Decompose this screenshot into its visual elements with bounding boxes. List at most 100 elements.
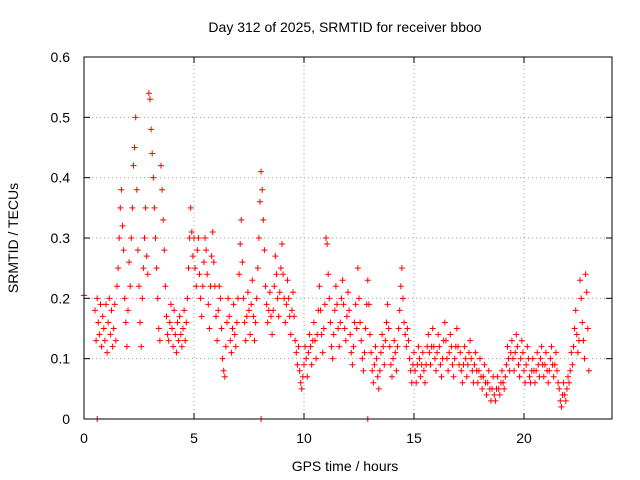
chart-title: Day 312 of 2025, SRMTID for receiver bbo… bbox=[208, 19, 481, 35]
data-point bbox=[368, 349, 375, 356]
data-point bbox=[484, 379, 491, 386]
data-point bbox=[153, 265, 160, 272]
data-point bbox=[101, 337, 108, 344]
data-point bbox=[353, 325, 360, 332]
data-point bbox=[405, 337, 412, 344]
data-point bbox=[435, 331, 442, 338]
data-point bbox=[463, 373, 470, 380]
data-point bbox=[132, 114, 139, 121]
data-point bbox=[137, 319, 144, 326]
data-point bbox=[323, 235, 329, 241]
data-point bbox=[233, 319, 240, 326]
data-point bbox=[523, 361, 530, 368]
data-point bbox=[375, 385, 382, 392]
data-point bbox=[515, 361, 522, 368]
data-point bbox=[481, 361, 488, 368]
data-point bbox=[585, 367, 592, 374]
data-point bbox=[404, 325, 411, 332]
data-point bbox=[446, 349, 453, 356]
data-point bbox=[532, 379, 538, 386]
data-point bbox=[106, 295, 113, 302]
data-point bbox=[169, 325, 175, 332]
data-point bbox=[467, 337, 474, 344]
data-point bbox=[343, 313, 350, 320]
data-point bbox=[148, 126, 155, 133]
data-point bbox=[166, 319, 173, 326]
data-point bbox=[529, 355, 536, 362]
data-point bbox=[123, 343, 130, 350]
data-point bbox=[543, 349, 549, 356]
data-point bbox=[444, 355, 450, 362]
data-point bbox=[382, 337, 389, 344]
data-point bbox=[434, 349, 441, 356]
data-point bbox=[415, 343, 422, 350]
data-point bbox=[546, 367, 553, 374]
data-point bbox=[121, 295, 128, 302]
data-point bbox=[494, 373, 501, 380]
y-tick-label: 0.4 bbox=[51, 170, 71, 186]
data-point bbox=[433, 367, 439, 374]
data-point bbox=[518, 337, 525, 344]
data-point bbox=[346, 307, 353, 314]
data-point bbox=[319, 349, 326, 356]
data-point bbox=[163, 313, 170, 320]
data-point bbox=[139, 295, 146, 302]
data-point bbox=[557, 397, 564, 404]
data-point bbox=[171, 307, 178, 314]
data-point bbox=[550, 373, 557, 380]
data-point bbox=[217, 295, 224, 302]
data-point bbox=[206, 325, 213, 332]
data-point bbox=[578, 295, 585, 302]
data-point bbox=[406, 355, 413, 362]
data-point bbox=[574, 349, 581, 356]
data-point bbox=[372, 343, 379, 350]
plot-frame bbox=[83, 56, 613, 420]
data-point bbox=[183, 319, 190, 326]
x-tick-label: 20 bbox=[516, 430, 532, 446]
data-point bbox=[397, 283, 404, 290]
data-point bbox=[254, 265, 261, 272]
data-point bbox=[307, 343, 314, 350]
data-point bbox=[453, 325, 460, 332]
data-point bbox=[230, 301, 237, 308]
data-point bbox=[225, 295, 232, 302]
data-point bbox=[560, 379, 567, 386]
x-axis-label: GPS time / hours bbox=[292, 458, 399, 474]
data-point bbox=[105, 319, 112, 326]
data-point bbox=[144, 271, 151, 278]
data-point bbox=[416, 355, 423, 362]
data-point bbox=[499, 367, 505, 374]
data-point bbox=[213, 313, 219, 320]
data-point bbox=[266, 289, 273, 296]
data-point bbox=[242, 337, 249, 344]
data-point bbox=[504, 343, 511, 350]
data-point bbox=[136, 283, 142, 290]
data-point bbox=[131, 144, 138, 151]
grid-lines bbox=[84, 57, 612, 419]
data-point bbox=[161, 247, 168, 254]
data-point bbox=[129, 204, 136, 211]
y-tick-label: 0.3 bbox=[51, 230, 71, 246]
data-point bbox=[393, 367, 400, 374]
data-point bbox=[288, 307, 295, 314]
data-point bbox=[324, 241, 331, 248]
data-point bbox=[441, 319, 448, 326]
data-point bbox=[109, 343, 116, 350]
data-point bbox=[495, 385, 502, 392]
data-point bbox=[257, 198, 263, 205]
data-point bbox=[395, 325, 402, 332]
data-point bbox=[512, 349, 519, 356]
data-point bbox=[401, 319, 408, 326]
data-point bbox=[340, 301, 347, 308]
data-point bbox=[572, 307, 579, 314]
data-point bbox=[374, 373, 381, 380]
data-point bbox=[93, 337, 100, 344]
data-point bbox=[197, 295, 204, 302]
data-point bbox=[220, 367, 227, 374]
data-point bbox=[390, 355, 397, 362]
data-point bbox=[313, 355, 320, 362]
data-point bbox=[508, 337, 515, 344]
data-point bbox=[115, 265, 122, 272]
data-point bbox=[348, 349, 355, 356]
data-point bbox=[204, 271, 211, 278]
